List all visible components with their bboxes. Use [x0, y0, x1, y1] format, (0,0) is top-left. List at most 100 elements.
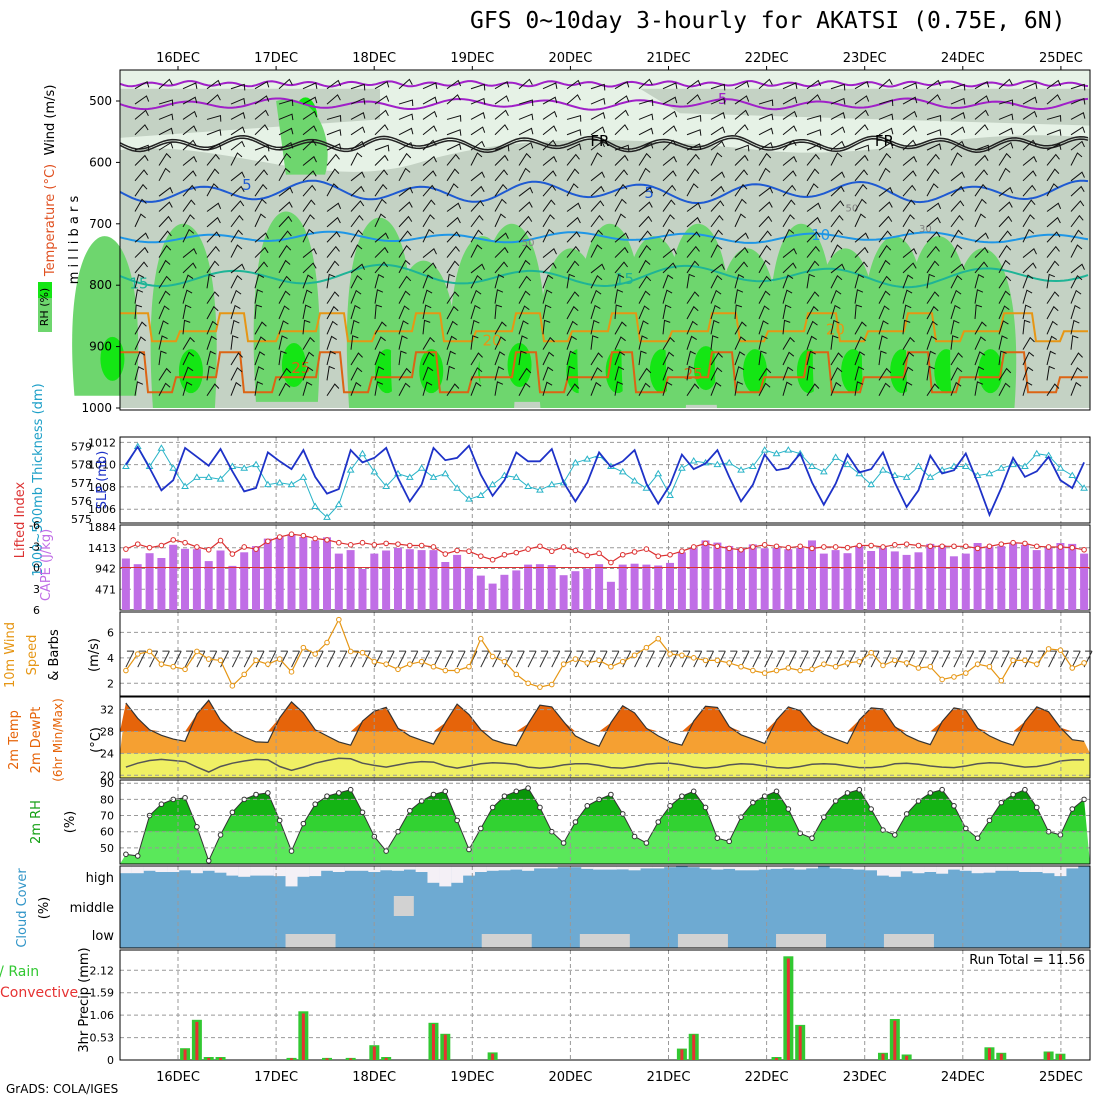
wind-barb	[950, 244, 963, 258]
wind-barb	[782, 248, 797, 258]
wind-barb	[782, 96, 798, 105]
wind-barb	[926, 350, 936, 366]
lifted-index-line-marker	[785, 544, 792, 551]
wind-barb	[734, 273, 745, 289]
wind-barb	[1046, 291, 1060, 304]
wind-barb	[302, 262, 317, 274]
wind-barb	[902, 304, 912, 320]
wind-barb	[518, 350, 527, 366]
slp-tick-label: 1012	[88, 436, 116, 449]
rh-line-marker	[477, 825, 484, 832]
wind-barb	[254, 289, 264, 304]
cloud-high-gap	[380, 866, 393, 871]
wind-barb	[854, 154, 869, 166]
cloud-high-gap	[604, 866, 617, 870]
thickness-line-marker	[689, 457, 698, 464]
wind-barb	[830, 367, 843, 381]
wind-speed-line-marker	[430, 663, 437, 670]
wind-barb	[662, 170, 677, 182]
cloud-high-gap	[936, 866, 949, 874]
wind-barb	[134, 246, 149, 258]
wind-barb	[494, 169, 508, 182]
wind-speed-line-marker	[347, 648, 354, 655]
wind-barb	[446, 350, 456, 366]
wind-barb	[830, 319, 840, 335]
wind-barb	[158, 350, 167, 366]
cape-bar	[488, 583, 497, 610]
wind-barb	[734, 95, 750, 105]
wind-barb	[278, 186, 294, 197]
wind-barb	[974, 144, 990, 152]
wind-barb	[830, 289, 842, 304]
wind-barb	[302, 274, 314, 289]
lifted-index-line-marker	[442, 551, 449, 557]
wind-barb	[638, 367, 652, 381]
wind-barb	[830, 244, 843, 258]
wind-barb	[830, 83, 846, 91]
wind-barb	[566, 260, 580, 274]
wind-barb	[398, 382, 411, 396]
wind-barb	[782, 170, 797, 182]
cloud-high-gap	[131, 866, 144, 874]
cape-bar	[843, 553, 852, 610]
wind-barb	[230, 140, 245, 151]
wind-barb	[182, 155, 197, 166]
wind-barb	[974, 381, 984, 396]
thickness-axis-label: 1000~500mb Thickness (dm)	[31, 383, 46, 576]
wind-barb-10m	[894, 650, 904, 668]
wind-barb	[758, 167, 771, 182]
wind-barb	[782, 199, 796, 212]
wind-speed-line-marker	[548, 681, 555, 688]
wind-barb	[422, 155, 437, 166]
wind-barb	[230, 126, 246, 136]
wind-speed-line-marker	[1033, 661, 1040, 667]
lifted-index-line-marker	[809, 545, 815, 552]
rh-line-marker	[276, 817, 283, 824]
wind-speed-line-marker	[892, 657, 898, 664]
wind-barb	[1022, 199, 1036, 212]
cloud-high-gap	[640, 866, 653, 869]
bottom-date-label: 22DEC	[745, 1070, 789, 1085]
thickness-line-marker	[926, 473, 935, 480]
wind-barb	[590, 275, 603, 289]
thickness-line-marker	[843, 460, 852, 468]
wind-barb	[758, 367, 772, 381]
wind-barb	[374, 95, 390, 105]
wind-barb	[902, 319, 911, 335]
rh-tick-label: 70	[100, 810, 114, 823]
upper-panel-frame	[119, 69, 1091, 411]
wind-barb	[134, 109, 149, 120]
wind-barb	[422, 139, 437, 151]
wind-barb	[710, 97, 726, 105]
wind-barb	[638, 335, 648, 350]
wind-barb	[974, 366, 985, 381]
wind-barb	[158, 152, 172, 166]
wind-barb	[758, 113, 774, 121]
wind-barb-10m	[421, 650, 431, 668]
wind-barb	[902, 228, 915, 243]
cloud-high-gap	[995, 866, 1008, 871]
wind-barb	[134, 183, 148, 197]
thickness-line-marker	[879, 466, 887, 473]
thickness-line-marker	[240, 464, 249, 471]
slp-thickness-panel: 57957857757657510121010100810061000~500m…	[31, 383, 1091, 577]
wind-barb	[182, 274, 194, 289]
thickness-line-marker	[961, 462, 970, 469]
wind-barb	[398, 275, 412, 289]
wind-barb	[374, 336, 386, 350]
wind-barb	[566, 245, 580, 258]
wind-barb	[878, 245, 892, 258]
wind-barb	[1022, 262, 1037, 274]
wind-barb-10m	[326, 650, 336, 668]
wind-barb	[566, 216, 581, 228]
wind-barb	[710, 140, 725, 151]
top-date-label: 20DEC	[548, 51, 592, 66]
cloud-high-gap	[238, 866, 251, 877]
wind-barb	[542, 184, 557, 197]
wind-barb	[134, 289, 144, 304]
wind-barb	[854, 124, 869, 136]
precip-convective-bar	[775, 1057, 779, 1060]
wind-barb	[566, 335, 577, 350]
cape-bar	[275, 536, 284, 610]
